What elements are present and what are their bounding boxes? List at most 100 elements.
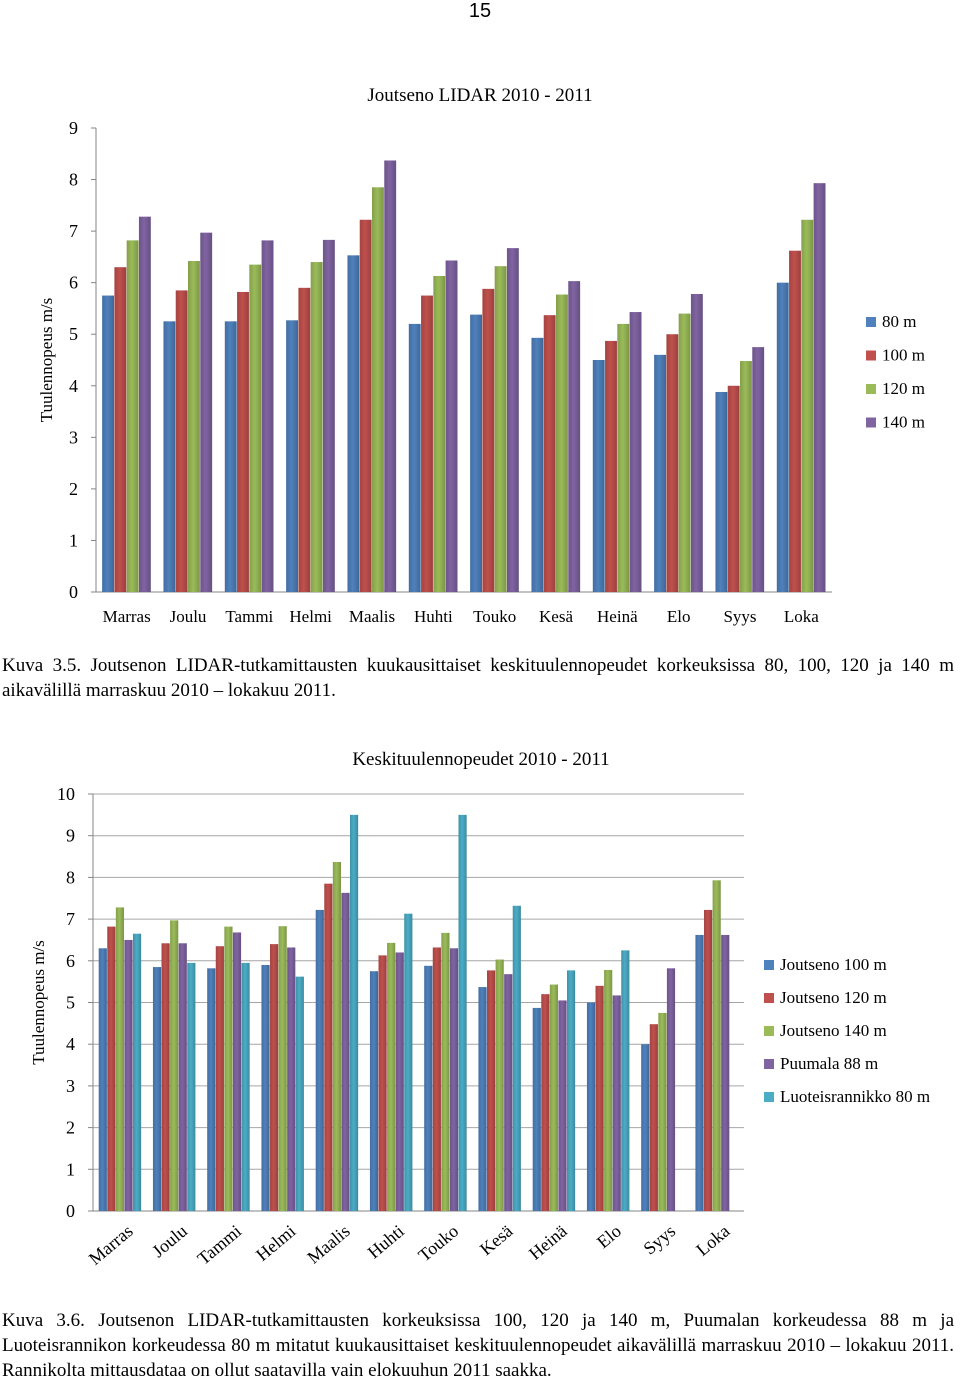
y-tick-label: 0 [69,582,78,602]
bar-140-m [506,248,519,592]
y-tick-label: 1 [66,1159,75,1179]
bar-luoteisrannikko-80-m [132,933,142,1211]
y-axis-label: Tuulennopeus m/s [29,940,48,1065]
bar-joutseno-140-m [224,926,233,1211]
x-tick-label: Kesä [476,1221,516,1259]
figure-caption-3-5: Kuva 3.5. Joutsenon LIDAR-tutkamittauste… [2,655,954,701]
bar-140-m [568,281,581,592]
bar-120-m [678,313,691,592]
bar-joutseno-120-m [704,909,713,1211]
x-tick-label: Heinä [597,607,638,626]
bar-joutseno-120-m [324,883,333,1211]
bar-puumala-88-m [178,943,187,1211]
y-axis-label: Tuulennopeus m/s [37,298,56,423]
x-tick-label: Helmi [252,1221,299,1265]
bar-80-m [102,295,114,592]
y-tick-label: 8 [66,867,75,887]
bar-luoteisrannikko-80-m [458,814,467,1211]
x-tick-label: Syys [723,607,756,626]
bar-joutseno-120-m [649,1024,658,1211]
bar-140-m [138,216,151,593]
x-tick-label: Touko [414,1221,462,1266]
bar-luoteisrannikko-80-m [349,814,359,1211]
bar-100-m [421,295,433,592]
y-tick-label: 6 [69,273,78,293]
legend-swatch [866,317,876,327]
legend-swatch [866,417,876,428]
bar-joutseno-140-m [712,880,721,1211]
legend-label: Joutseno 120 m [780,988,887,1007]
legend-label: Joutseno 100 m [780,955,887,974]
x-tick-label: Joulu [170,607,207,626]
x-tick-label: Heinä [525,1221,571,1264]
legend-swatch [764,1026,774,1036]
legend-label: 140 m [882,413,925,432]
y-tick-label: 7 [66,909,75,929]
bar-joutseno-140-m [549,984,559,1211]
bar-120-m [372,187,384,592]
bar-joutseno-100-m [695,934,704,1211]
bar-puumala-88-m [721,934,730,1211]
bar-joutseno-120-m [487,970,496,1211]
x-tick-label: Syys [640,1221,680,1259]
y-tick-label: 9 [66,826,75,846]
bar-joutseno-100-m [207,968,216,1211]
bar-puumala-88-m [232,932,242,1211]
bar-joutseno-120-m [270,944,279,1211]
legend-swatch [764,993,774,1003]
bar-luoteisrannikko-80-m [512,905,521,1211]
y-tick-label: 0 [66,1201,75,1221]
bar-80-m [470,314,482,592]
bar-140-m [322,239,335,592]
bar-joutseno-140-m [441,932,450,1211]
bar-120-m [494,266,507,592]
bar-80-m [224,321,237,592]
bar-luoteisrannikko-80-m [187,962,196,1211]
bar-puumala-88-m [395,952,404,1211]
y-tick-label: 5 [69,324,78,344]
bar-joutseno-140-m [115,907,125,1211]
legend-swatch [866,350,876,361]
bar-120-m [617,323,630,592]
bar-puumala-88-m [666,968,676,1211]
legend-label: Joutseno 140 m [780,1021,887,1040]
bar-joutseno-140-m [658,1012,667,1211]
bar-120-m [188,261,200,592]
legend-label: 120 m [882,379,925,398]
x-tick-label: Joulu [148,1221,191,1261]
bar-120-m [126,240,139,592]
bar-joutseno-120-m [107,926,116,1211]
y-tick-label: 4 [66,1034,75,1054]
x-tick-label: Maalis [349,607,395,626]
bar-100-m [175,290,188,592]
bar-80-m [592,360,605,592]
bar-joutseno-100-m [98,948,107,1211]
bar-100-m [482,288,495,592]
bar-puumala-88-m [287,947,296,1211]
bar-luoteisrannikko-80-m [241,962,250,1211]
legend-swatch [764,960,774,970]
y-tick-label: 8 [69,170,78,190]
bar-luoteisrannikko-80-m [404,913,413,1211]
bar-joutseno-100-m [586,1002,596,1211]
x-tick-label: Helmi [289,607,332,626]
y-tick-label: 2 [69,479,78,499]
x-tick-label: Tammi [225,607,273,626]
bar-120-m [556,294,568,592]
bar-100-m [605,340,617,592]
x-tick-label: Kesä [539,607,573,626]
legend-label: 80 m [882,312,916,331]
legend-swatch [764,1059,774,1069]
legend-swatch [866,384,876,394]
x-tick-label: Loka [784,607,819,626]
legend-label: Puumala 88 m [780,1054,878,1073]
bar-100-m [666,334,679,592]
bar-joutseno-100-m [641,1044,650,1211]
y-tick-label: 3 [66,1076,75,1096]
bar-joutseno-100-m [369,971,379,1211]
bar-joutseno-140-m [604,969,613,1211]
bar-joutseno-100-m [532,1007,541,1211]
bar-joutseno-120-m [432,947,441,1211]
y-tick-label: 2 [66,1118,75,1138]
x-tick-label: Elo [667,607,691,626]
